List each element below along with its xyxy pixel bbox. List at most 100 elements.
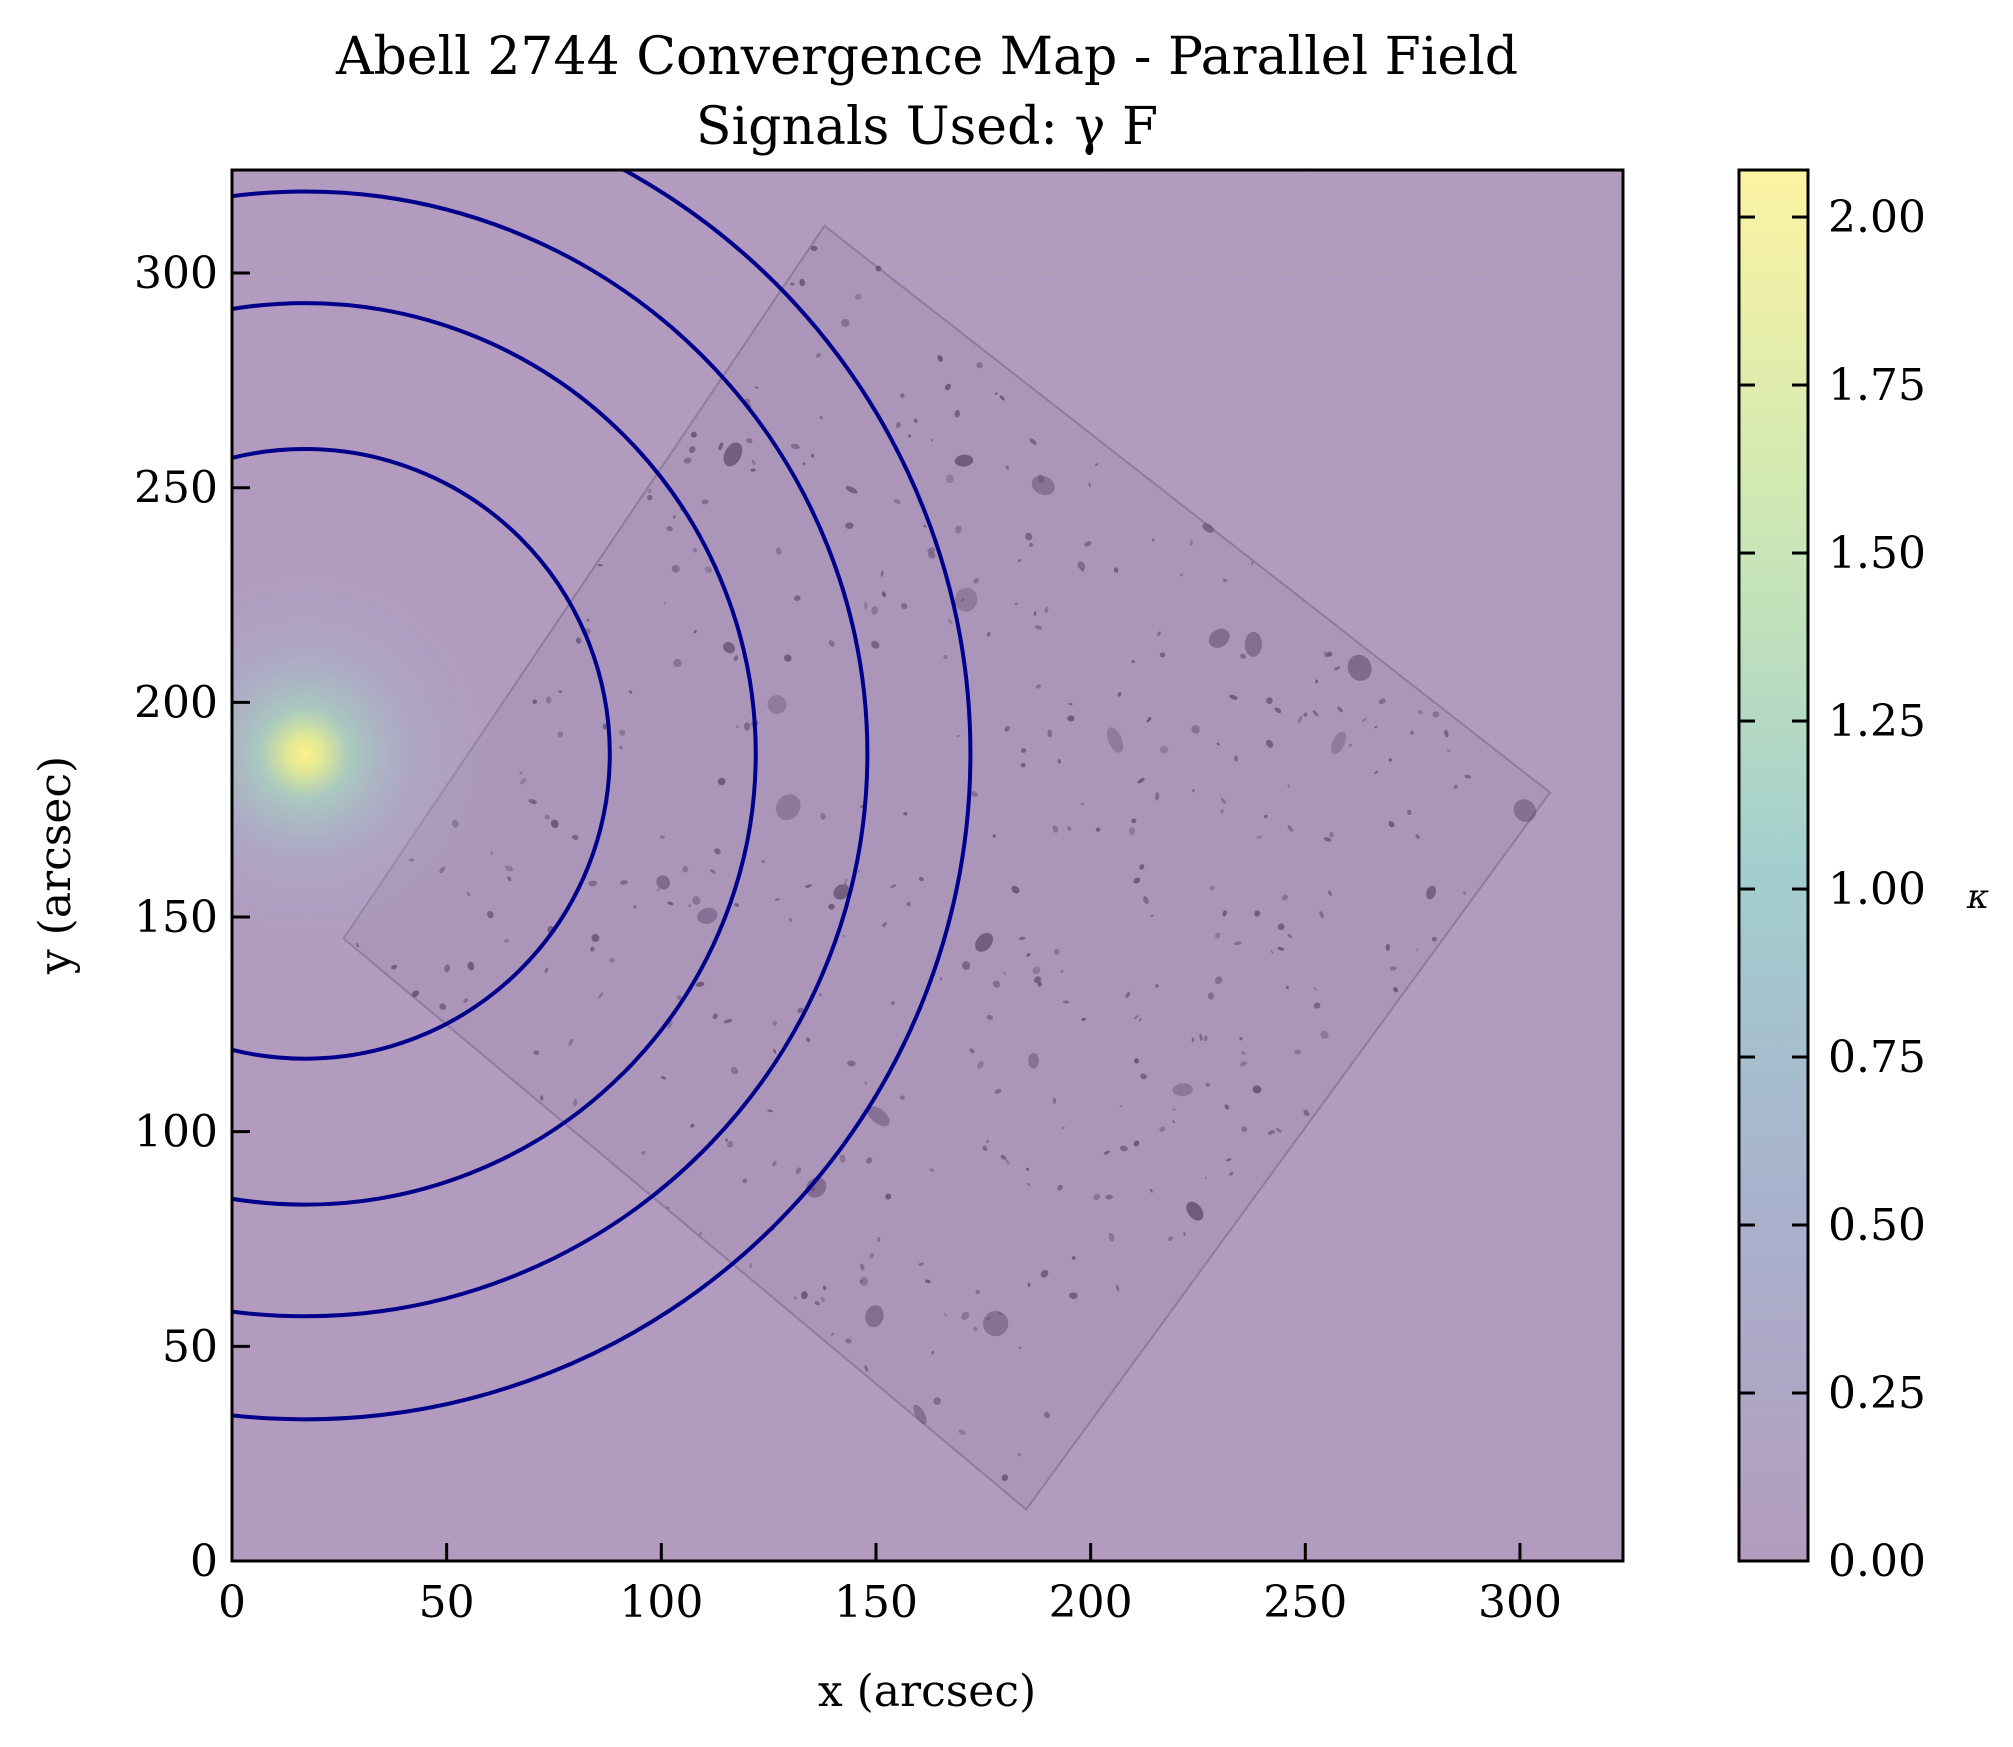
galaxy-mark (1061, 1126, 1065, 1129)
galaxy-mark (976, 361, 983, 369)
galaxy-mark (1028, 1052, 1039, 1069)
galaxy-mark (1044, 1411, 1050, 1419)
galaxy-mark (1119, 1105, 1123, 1107)
kappa-contour-3 (232, 189, 870, 1319)
galaxy-mark (683, 457, 692, 464)
y-tick-label: 50 (162, 1321, 218, 1372)
galaxy-mark (444, 964, 450, 973)
galaxy-mark (1157, 631, 1161, 637)
galaxy-mark (723, 442, 743, 467)
galaxy-mark (844, 878, 848, 882)
galaxy-mark (982, 1310, 1009, 1337)
galaxy-mark (871, 606, 878, 615)
galaxy-mark (1021, 748, 1027, 753)
galaxy-mark (677, 995, 682, 1001)
galaxy-mark (908, 434, 911, 438)
galaxy-mark (1033, 611, 1037, 616)
galaxy-mark (1150, 914, 1154, 917)
galaxy-mark (1037, 474, 1045, 484)
galaxy-mark (1115, 1284, 1120, 1292)
galaxy-mark (1108, 1232, 1115, 1242)
galaxy-mark (1027, 1182, 1031, 1186)
galaxy-mark (1066, 826, 1072, 832)
galaxy-mark (1191, 1037, 1195, 1043)
galaxy-mark (647, 488, 652, 494)
galaxy-mark (790, 443, 800, 450)
galaxy-mark (1017, 1452, 1022, 1457)
galaxy-mark (1134, 1015, 1139, 1019)
galaxy-mark (845, 485, 858, 494)
galaxy-mark (895, 422, 902, 429)
galaxy-mark (1017, 559, 1021, 563)
galaxy-mark (805, 884, 812, 888)
galaxy-mark (906, 901, 911, 907)
galaxy-mark (1416, 948, 1419, 952)
galaxy-mark (1129, 826, 1136, 836)
galaxy-mark (1172, 1120, 1175, 1124)
galaxy-mark (1018, 936, 1026, 940)
galaxy-mark (1047, 729, 1053, 738)
galaxy-mark (1037, 982, 1042, 987)
galaxy-mark (723, 641, 735, 654)
galaxy-mark (532, 699, 538, 704)
galaxy-mark (992, 980, 1001, 988)
galaxy-mark (619, 745, 623, 750)
galaxy-mark (1131, 659, 1135, 664)
galaxy-mark (688, 446, 696, 454)
galaxy-mark (754, 386, 759, 389)
galaxy-mark (1240, 1061, 1247, 1067)
galaxy-mark (1326, 651, 1333, 657)
galaxy-mark (714, 848, 721, 855)
galaxy-mark (933, 1397, 942, 1405)
galaxy-mark (1431, 936, 1437, 942)
galaxy-mark (572, 834, 579, 840)
galaxy-mark (742, 1178, 748, 1184)
galaxy-mark (467, 961, 475, 971)
galaxy-mark (962, 961, 971, 970)
galaxy-mark (568, 1038, 574, 1046)
galaxy-mark (590, 946, 595, 952)
galaxy-mark (767, 695, 787, 714)
galaxy-mark (854, 293, 862, 300)
galaxy-mark (1407, 809, 1412, 816)
galaxy-mark (533, 1050, 540, 1056)
galaxy-mark (1134, 1058, 1139, 1064)
galaxy-mark (692, 896, 701, 905)
galaxy-mark (775, 794, 801, 821)
colorbar-tick-label: 0.00 (1828, 1536, 1926, 1587)
galaxy-mark (1251, 560, 1254, 566)
galaxy-mark (774, 898, 780, 901)
galaxy-mark (1137, 777, 1145, 784)
galaxy-mark (730, 1066, 739, 1075)
galaxy-mark (692, 547, 698, 553)
kappa-contours (232, 170, 973, 1422)
colorbar-ticks: 0.00 0.25 0.50 0.75 1.00 1.25 1.50 1.75 2.00 (1739, 192, 1926, 1587)
galaxy-mark (900, 393, 905, 398)
y-tick-label: 300 (134, 248, 218, 299)
parallel-field-image (342, 224, 1552, 1511)
galaxy-mark (1226, 1158, 1232, 1162)
galaxy-mark (1199, 1033, 1203, 1041)
galaxy-mark (819, 993, 822, 997)
galaxy-mark (973, 577, 980, 584)
galaxy-mark (1000, 1154, 1007, 1160)
galaxy-mark (671, 564, 680, 573)
galaxy-mark (1133, 1140, 1140, 1147)
galaxy-mark (550, 819, 559, 829)
galaxy-mark (890, 884, 897, 888)
galaxy-mark (1152, 538, 1155, 542)
galaxy-mark (814, 1301, 820, 1306)
galaxy-mark (1378, 698, 1386, 705)
galaxy-mark (1464, 774, 1472, 779)
galaxy-mark (558, 690, 563, 693)
galaxy-mark (620, 880, 628, 885)
galaxy-mark (439, 1003, 447, 1010)
galaxy-mark (761, 860, 766, 863)
galaxy-mark (1312, 710, 1319, 717)
galaxy-mark (1389, 966, 1397, 971)
galaxy-mark (1033, 976, 1042, 984)
galaxy-mark (1032, 966, 1041, 975)
galaxy-mark (1329, 831, 1334, 838)
galaxy-mark (647, 494, 653, 501)
galaxy-mark (867, 1106, 890, 1127)
